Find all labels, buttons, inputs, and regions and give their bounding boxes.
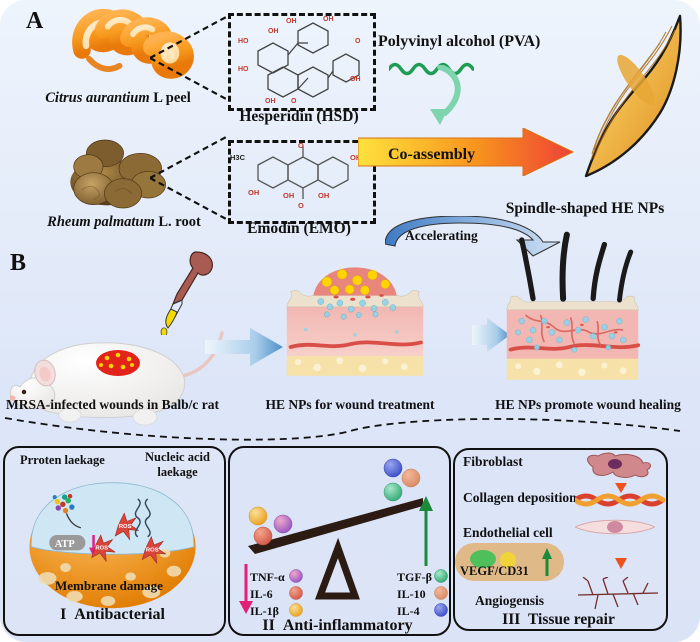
svg-text:OH: OH [323, 16, 334, 23]
svg-text:ROS: ROS [146, 547, 159, 553]
svg-text:OH: OH [283, 191, 294, 200]
svg-text:O: O [291, 98, 297, 105]
svg-text:OH: OH [265, 98, 276, 105]
svg-text:H3C: H3C [230, 153, 246, 162]
svg-text:OH: OH [318, 191, 329, 200]
svg-text:OH: OH [286, 18, 297, 25]
svg-text:HO: HO [238, 66, 249, 73]
svg-text:ROS: ROS [95, 545, 108, 551]
svg-text:O: O [298, 201, 304, 210]
svg-text:O: O [355, 38, 361, 45]
svg-text:OH: OH [248, 188, 259, 197]
svg-text:Co-assembly: Co-assembly [388, 146, 475, 163]
svg-text:HO: HO [238, 38, 249, 45]
svg-text:OH: OH [268, 28, 279, 35]
svg-text:ROS: ROS [119, 524, 132, 530]
svg-text:O: O [298, 141, 304, 150]
svg-text:ATP: ATP [55, 539, 76, 550]
svg-text:OH: OH [350, 76, 361, 83]
